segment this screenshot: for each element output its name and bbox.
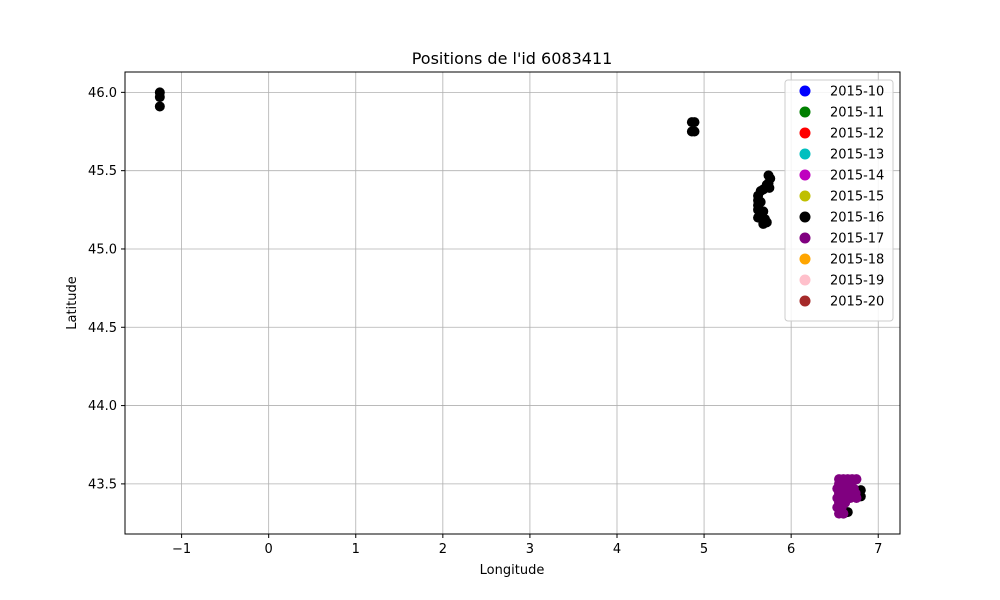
legend-marker <box>799 148 811 160</box>
legend-box <box>784 79 894 322</box>
y-tick-label: 45.5 <box>88 164 117 179</box>
x-tick-label: 4 <box>613 542 621 557</box>
x-axis-label: Longitude <box>480 563 545 578</box>
legend-marker <box>799 190 811 202</box>
data-points <box>154 87 866 519</box>
legend-label: 2015-18 <box>830 253 884 268</box>
axis-ticks: −1 0 1 2 3 4 5 6 7 43.5 44.0 44.5 45.0 45.5 46.0 <box>88 86 882 557</box>
legend-label: 2015-14 <box>830 169 884 184</box>
x-tick-label: 3 <box>526 542 534 557</box>
legend-label: 2015-19 <box>830 274 884 289</box>
x-tick-label: 0 <box>265 542 273 557</box>
legend-label: 2015-12 <box>830 127 884 142</box>
legend-marker <box>799 211 811 223</box>
legend-marker <box>799 232 811 244</box>
plot-area-frame <box>124 71 901 535</box>
y-tick-label: 43.5 <box>88 477 117 492</box>
legend-label: 2015-11 <box>830 106 884 121</box>
chart-title: Positions de l'id 6083411 <box>412 49 613 68</box>
legend-label: 2015-15 <box>830 190 884 205</box>
legend-marker <box>799 85 811 97</box>
x-tick-label: 6 <box>787 542 795 557</box>
data-point <box>838 508 849 519</box>
legend: 2015-10 2015-11 2015-12 2015-13 2015-14 2015-… <box>784 79 894 322</box>
data-point <box>154 92 165 103</box>
y-tick-label: 44.5 <box>88 321 117 336</box>
legend-marker <box>799 253 811 265</box>
x-tick-label: −1 <box>172 542 191 557</box>
grid <box>125 72 900 534</box>
legend-marker <box>799 274 811 286</box>
legend-label: 2015-17 <box>830 232 884 247</box>
legend-label: 2015-20 <box>830 295 884 310</box>
legend-marker <box>799 295 811 307</box>
x-tick-label: 2 <box>439 542 447 557</box>
legend-label: 2015-16 <box>830 211 884 226</box>
data-point <box>154 101 165 112</box>
y-tick-label: 45.0 <box>88 242 117 257</box>
legend-marker <box>799 106 811 118</box>
x-tick-label: 5 <box>700 542 708 557</box>
legend-label: 2015-13 <box>830 148 884 163</box>
y-axis-label: Latitude <box>65 276 80 330</box>
data-point <box>851 492 862 503</box>
x-tick-label: 1 <box>352 542 360 557</box>
legend-label: 2015-10 <box>830 85 884 100</box>
data-point <box>689 126 700 137</box>
y-tick-label: 44.0 <box>88 399 117 414</box>
legend-marker <box>799 127 811 139</box>
data-point <box>758 218 769 229</box>
legend-marker <box>799 169 811 181</box>
x-tick-label: 7 <box>874 542 882 557</box>
y-tick-label: 46.0 <box>88 86 117 101</box>
data-point <box>689 117 700 128</box>
